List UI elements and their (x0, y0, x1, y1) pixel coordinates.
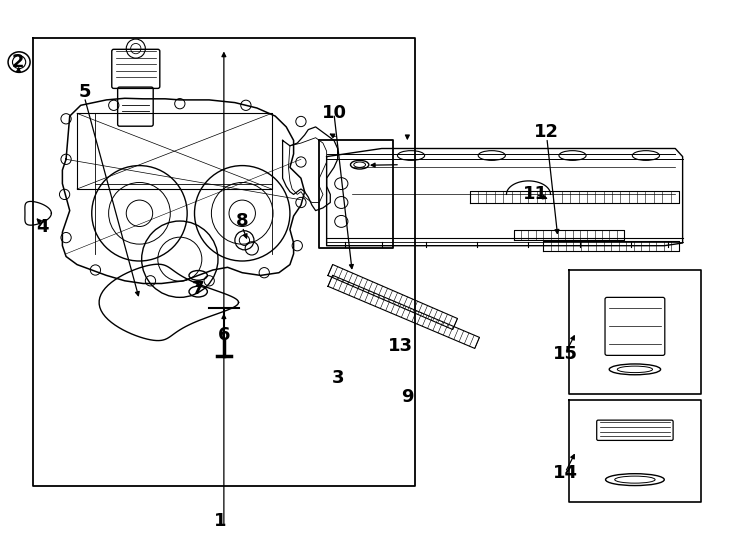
Text: 2: 2 (12, 53, 25, 71)
Text: 14: 14 (553, 463, 578, 482)
Text: 5: 5 (78, 83, 91, 101)
Text: 3: 3 (331, 369, 344, 387)
Text: 4: 4 (36, 218, 49, 236)
Text: 1: 1 (214, 512, 227, 530)
Text: 6: 6 (217, 326, 230, 344)
Text: 9: 9 (401, 388, 414, 406)
Text: 7: 7 (192, 280, 205, 298)
Text: 10: 10 (321, 104, 346, 123)
Text: 8: 8 (236, 212, 249, 231)
Text: 15: 15 (553, 345, 578, 363)
Text: 11: 11 (523, 185, 548, 204)
Text: 12: 12 (534, 123, 559, 141)
Text: 13: 13 (388, 336, 413, 355)
